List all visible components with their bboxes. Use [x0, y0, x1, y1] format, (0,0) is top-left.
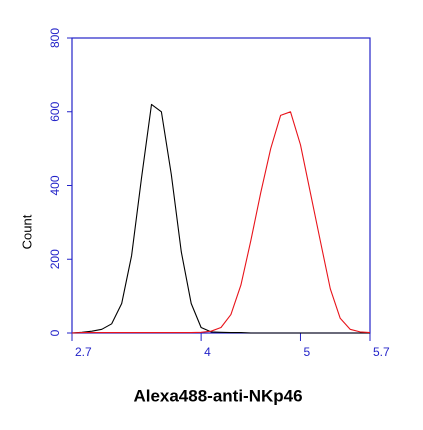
- y-axis-label: Count: [19, 214, 34, 249]
- x-axis-label: Alexa488-anti-NKp46: [133, 386, 302, 405]
- x-tick-label: 5: [303, 345, 310, 359]
- y-tick-label: 400: [48, 175, 62, 195]
- y-tick-label: 600: [48, 101, 62, 121]
- histogram-line: [71, 111, 371, 334]
- y-tick-label: 200: [48, 249, 62, 269]
- y-tick-label: 0: [48, 329, 62, 336]
- x-tick-label: 4: [204, 345, 211, 359]
- x-tick-label: 5.7: [373, 345, 390, 359]
- histogram-line: [71, 103, 370, 334]
- x-tick-label: 2.7: [75, 345, 92, 359]
- plot-frame: [71, 37, 371, 334]
- y-tick-label: 800: [48, 28, 62, 48]
